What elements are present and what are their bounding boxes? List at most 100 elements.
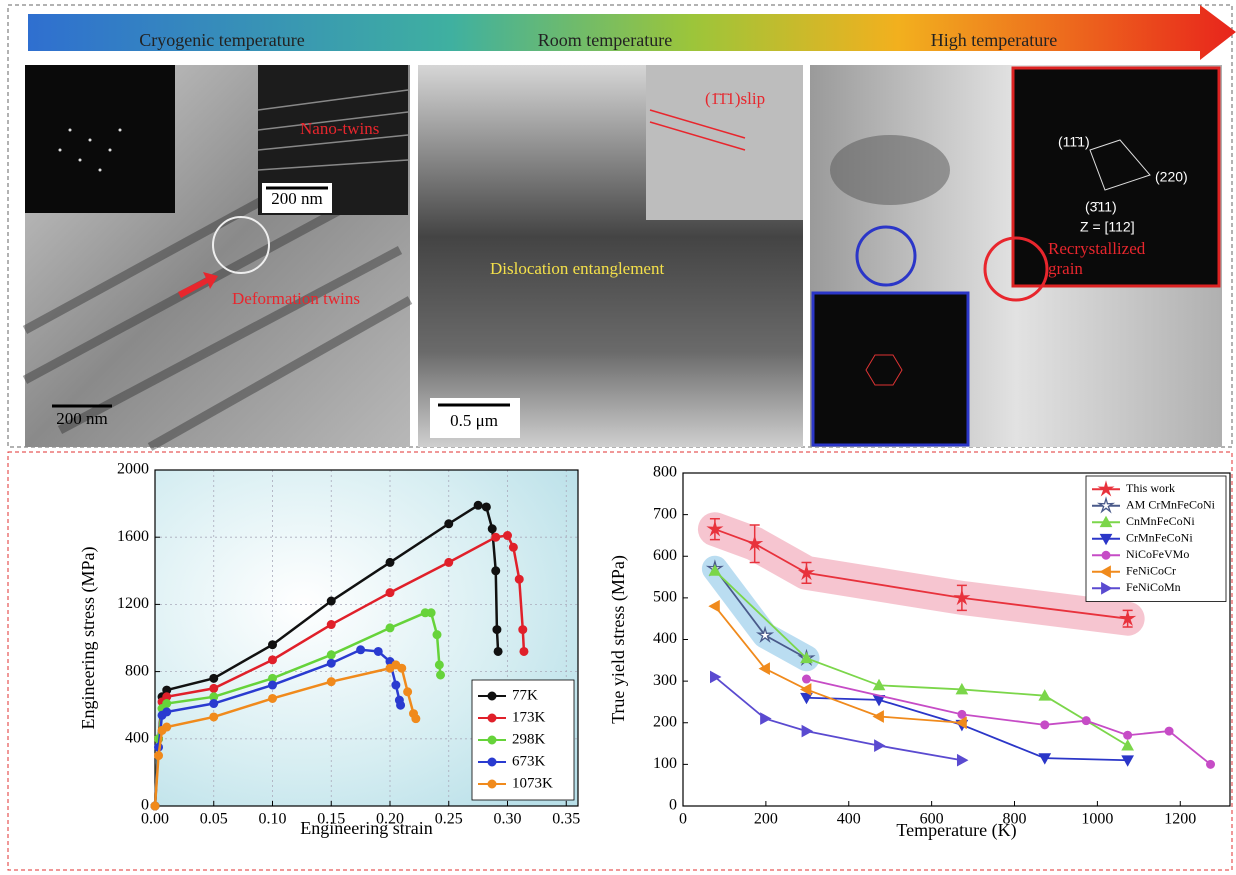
legend-label: AM CrMnFeCoNi	[1126, 498, 1216, 512]
marker	[492, 567, 500, 575]
marker	[398, 664, 406, 672]
marker	[515, 575, 523, 583]
marker	[504, 532, 512, 540]
marker	[392, 681, 400, 689]
marker	[210, 713, 218, 721]
marker	[519, 626, 527, 634]
marker	[163, 723, 171, 731]
arrow-label: Cryogenic temperature	[139, 30, 304, 50]
x-tick-label: 1200	[1164, 811, 1196, 828]
marker	[386, 558, 394, 566]
y-tick-label: 300	[653, 672, 677, 689]
marker	[327, 651, 335, 659]
marker	[474, 501, 482, 509]
marker	[374, 647, 382, 655]
y-tick-label: 400	[653, 630, 677, 647]
marker	[1082, 717, 1090, 725]
marker	[1102, 551, 1110, 559]
x-tick-label: 0	[679, 811, 687, 828]
legend-label: 673K	[512, 753, 546, 769]
marker	[269, 656, 277, 664]
spot-label: (3̄11)	[1085, 199, 1117, 215]
x-tick-label: 0.25	[435, 811, 463, 828]
marker	[445, 558, 453, 566]
arrow-label: High temperature	[931, 30, 1057, 50]
marker	[269, 641, 277, 649]
marker	[1165, 727, 1173, 735]
zone-axis: Z = [112]	[1080, 219, 1135, 235]
y-tick-label: 100	[653, 755, 677, 772]
marker	[357, 646, 365, 654]
tem-image-right: (11̄1) (220) (3̄11) Z = [112] Recrystall…	[810, 65, 1222, 447]
y-tick-label: 1600	[117, 528, 149, 545]
y-tick-label: 800	[653, 464, 677, 481]
marker	[488, 758, 496, 766]
tem-image-middle: (1̄1̄1)slip Dislocation entanglement 0.5…	[418, 65, 803, 447]
marker	[386, 589, 394, 597]
scale-label: 0.5 μm	[450, 411, 498, 430]
marker	[482, 503, 490, 511]
x-axis-label: Engineering strain	[300, 818, 432, 838]
y-tick-label: 700	[653, 505, 677, 522]
marker	[494, 647, 502, 655]
marker	[437, 671, 445, 679]
marker	[488, 692, 496, 700]
y-tick-label: 500	[653, 589, 677, 606]
y-axis-label: True yield stress (MPa)	[608, 555, 629, 724]
marker	[163, 700, 171, 708]
y-tick-label: 800	[125, 662, 149, 679]
marker	[151, 802, 159, 810]
marker	[404, 688, 412, 696]
y-tick-label: 2000	[117, 461, 149, 478]
legend-label: 173K	[512, 709, 546, 725]
y-axis-label: Engineering stress (MPa)	[78, 547, 99, 730]
marker	[327, 678, 335, 686]
legend-label: 1073K	[512, 775, 553, 791]
marker	[327, 597, 335, 605]
marker	[488, 525, 496, 533]
legend-label: CrMnFeCoNi	[1126, 531, 1193, 545]
legend-label: 77K	[512, 687, 538, 703]
annotation: Deformation twins	[232, 289, 360, 308]
x-tick-label: 0.35	[552, 811, 580, 828]
marker	[155, 752, 163, 760]
x-tick-label: 0.30	[494, 811, 522, 828]
marker	[210, 674, 218, 682]
arrow-label: Room temperature	[538, 30, 672, 50]
marker	[327, 659, 335, 667]
marker	[1124, 731, 1132, 739]
marker	[412, 715, 420, 723]
y-tick-label: 0	[141, 797, 149, 814]
marker	[269, 681, 277, 689]
marker	[492, 533, 500, 541]
x-tick-label: 200	[754, 811, 778, 828]
marker	[488, 714, 496, 722]
marker	[802, 675, 810, 683]
marker	[397, 701, 405, 709]
marker	[445, 520, 453, 528]
marker	[269, 694, 277, 702]
marker	[1207, 760, 1215, 768]
y-tick-label: 200	[653, 713, 677, 730]
x-tick-label: 0.05	[200, 811, 228, 828]
legend-label: 298K	[512, 731, 546, 747]
annotation: Dislocation entanglement	[490, 259, 664, 278]
spot-label: (220)	[1155, 169, 1188, 185]
marker	[1041, 721, 1049, 729]
x-axis-label: Temperature (K)	[896, 820, 1016, 841]
annotation: grain	[1048, 259, 1083, 278]
marker	[427, 609, 435, 617]
marker	[327, 621, 335, 629]
marker	[433, 631, 441, 639]
marker	[520, 647, 528, 655]
marker	[210, 700, 218, 708]
scale-label: 200 nm	[271, 189, 322, 208]
legend-label: FeNiCoCr	[1126, 564, 1176, 578]
y-tick-label: 600	[653, 547, 677, 564]
marker	[488, 780, 496, 788]
marker	[493, 626, 501, 634]
marker	[509, 543, 517, 551]
marker	[958, 710, 966, 718]
inset-label: (1̄1̄1)slip	[705, 89, 765, 108]
